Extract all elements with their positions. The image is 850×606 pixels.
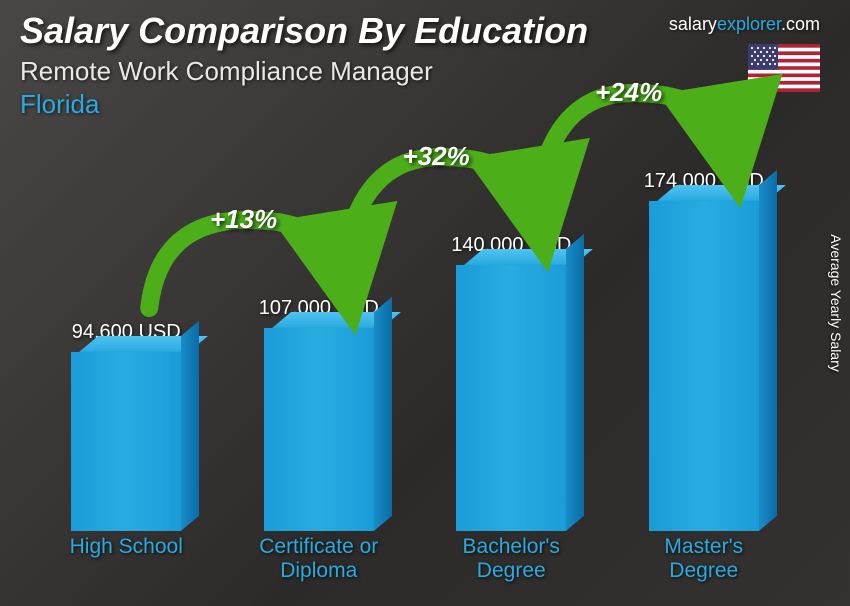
brand-accent: explorer	[717, 14, 781, 34]
bar-side-face	[759, 170, 777, 531]
brand-suffix: .com	[781, 14, 820, 34]
y-axis-label: Average Yearly Salary	[828, 234, 844, 372]
bar-side-face	[181, 321, 199, 531]
bar	[71, 352, 181, 531]
increase-arc-label: +13%	[210, 204, 277, 235]
chart-subtitle: Remote Work Compliance Manager	[20, 56, 830, 87]
brand-prefix: salary	[669, 14, 717, 34]
increase-arc-label: +24%	[595, 77, 662, 108]
category-label: Master'sDegree	[619, 535, 788, 591]
bar-side-face	[566, 234, 584, 531]
bar-group: 94,600 USD	[42, 321, 211, 531]
bars-container: 94,600 USD107,000 USD140,000 USD174,000 …	[30, 140, 800, 531]
bar	[264, 328, 374, 531]
category-label: Bachelor'sDegree	[427, 535, 596, 591]
flag-icon	[748, 44, 820, 92]
bar-group: 140,000 USD	[427, 234, 596, 531]
brand-watermark: salaryexplorer.com	[669, 14, 820, 35]
bar-front-face	[264, 328, 374, 531]
increase-arc-label: +32%	[402, 141, 469, 172]
bar	[456, 265, 566, 531]
chart-area: 94,600 USD107,000 USD140,000 USD174,000 …	[30, 140, 800, 591]
bar	[649, 201, 759, 531]
bar-group: 174,000 USD	[619, 170, 788, 531]
categories-container: High School Certificate orDiploma Bachelor…	[30, 535, 800, 591]
bar-side-face	[374, 297, 392, 531]
bar-group: 107,000 USD	[234, 297, 403, 531]
category-label: High School	[42, 535, 211, 591]
bar-front-face	[649, 201, 759, 531]
bar-front-face	[456, 265, 566, 531]
category-label: Certificate orDiploma	[234, 535, 403, 591]
bar-front-face	[71, 352, 181, 531]
chart-location: Florida	[20, 89, 830, 120]
